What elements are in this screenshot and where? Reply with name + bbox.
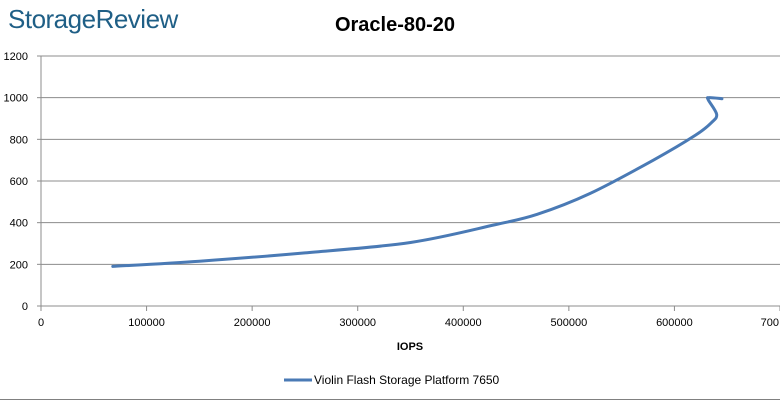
x-tick-label: 700 <box>761 317 779 329</box>
x-tick-label: 600000 <box>656 317 693 329</box>
axes <box>37 55 780 311</box>
y-tick-label: 800 <box>10 134 28 146</box>
series-line <box>111 96 724 268</box>
bottom-divider <box>0 399 780 400</box>
chart-title: Oracle-80-20 <box>334 14 456 36</box>
y-tick-label: 1200 <box>4 51 28 63</box>
x-tick-label: 0 <box>38 317 44 329</box>
x-tick-label: 200000 <box>234 317 271 329</box>
storagereview-logo: StorageReview <box>8 4 178 34</box>
y-tick-labels: 0 200 400 600 800 1000 1200 <box>4 51 28 313</box>
y-tick-label: 200 <box>10 259 28 271</box>
legend-label: Violin Flash Storage Platform 7650 <box>314 373 500 387</box>
x-axis-label: IOPS <box>397 341 423 353</box>
gridlines <box>41 55 780 265</box>
y-tick-label: 600 <box>10 176 28 188</box>
y-tick-label: 400 <box>10 218 28 230</box>
x-tick-labels: 0 100000 200000 300000 400000 500000 600000 700 <box>38 317 779 329</box>
series-lines <box>111 96 724 268</box>
y-tick-label: 1000 <box>4 93 28 105</box>
x-tick-label: 400000 <box>445 317 482 329</box>
y-tick-label: 0 <box>22 301 28 313</box>
legend: Violin Flash Storage Platform 7650 <box>284 373 500 387</box>
x-tick-label: 500000 <box>550 317 587 329</box>
x-tick-label: 100000 <box>128 317 165 329</box>
x-tick-label: 300000 <box>339 317 376 329</box>
